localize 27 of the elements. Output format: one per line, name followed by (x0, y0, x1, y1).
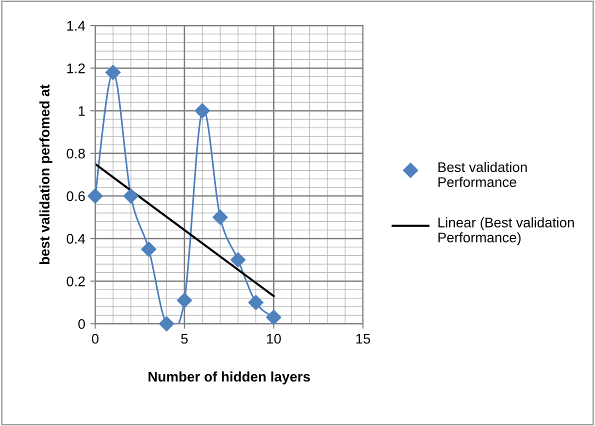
x-tick-label: 15 (356, 334, 370, 344)
y-tick-label: 0.4 (66, 234, 86, 244)
point (123, 188, 138, 204)
y-tick-label: 0.8 (66, 148, 85, 159)
point (88, 188, 103, 204)
y-tick-label: 0.6 (66, 191, 85, 202)
point (105, 64, 121, 80)
y-tick-label: 1.4 (67, 21, 86, 31)
point (159, 316, 174, 332)
x-axis-title: Number of hidden layers (148, 371, 310, 384)
point (248, 294, 264, 310)
point (176, 292, 192, 308)
y-tick-label: 0 (78, 319, 85, 329)
x-tick-label: 10 (267, 334, 281, 344)
point (141, 242, 156, 257)
y-tick-label: 1 (78, 106, 85, 116)
y-tick-label: 1.2 (67, 63, 85, 74)
point (212, 210, 228, 225)
y-axis-title: best validation perfomed at (39, 84, 52, 264)
x-tick-label: 0 (92, 334, 99, 344)
point (266, 310, 282, 325)
point (230, 252, 246, 268)
x-tick-label: 5 (181, 334, 188, 344)
point (194, 103, 210, 118)
legend-label: Linear (Best validation Performance) (438, 217, 574, 246)
legend-label: Best validation Performance (438, 162, 527, 188)
y-tick-label: 0.2 (66, 276, 85, 286)
